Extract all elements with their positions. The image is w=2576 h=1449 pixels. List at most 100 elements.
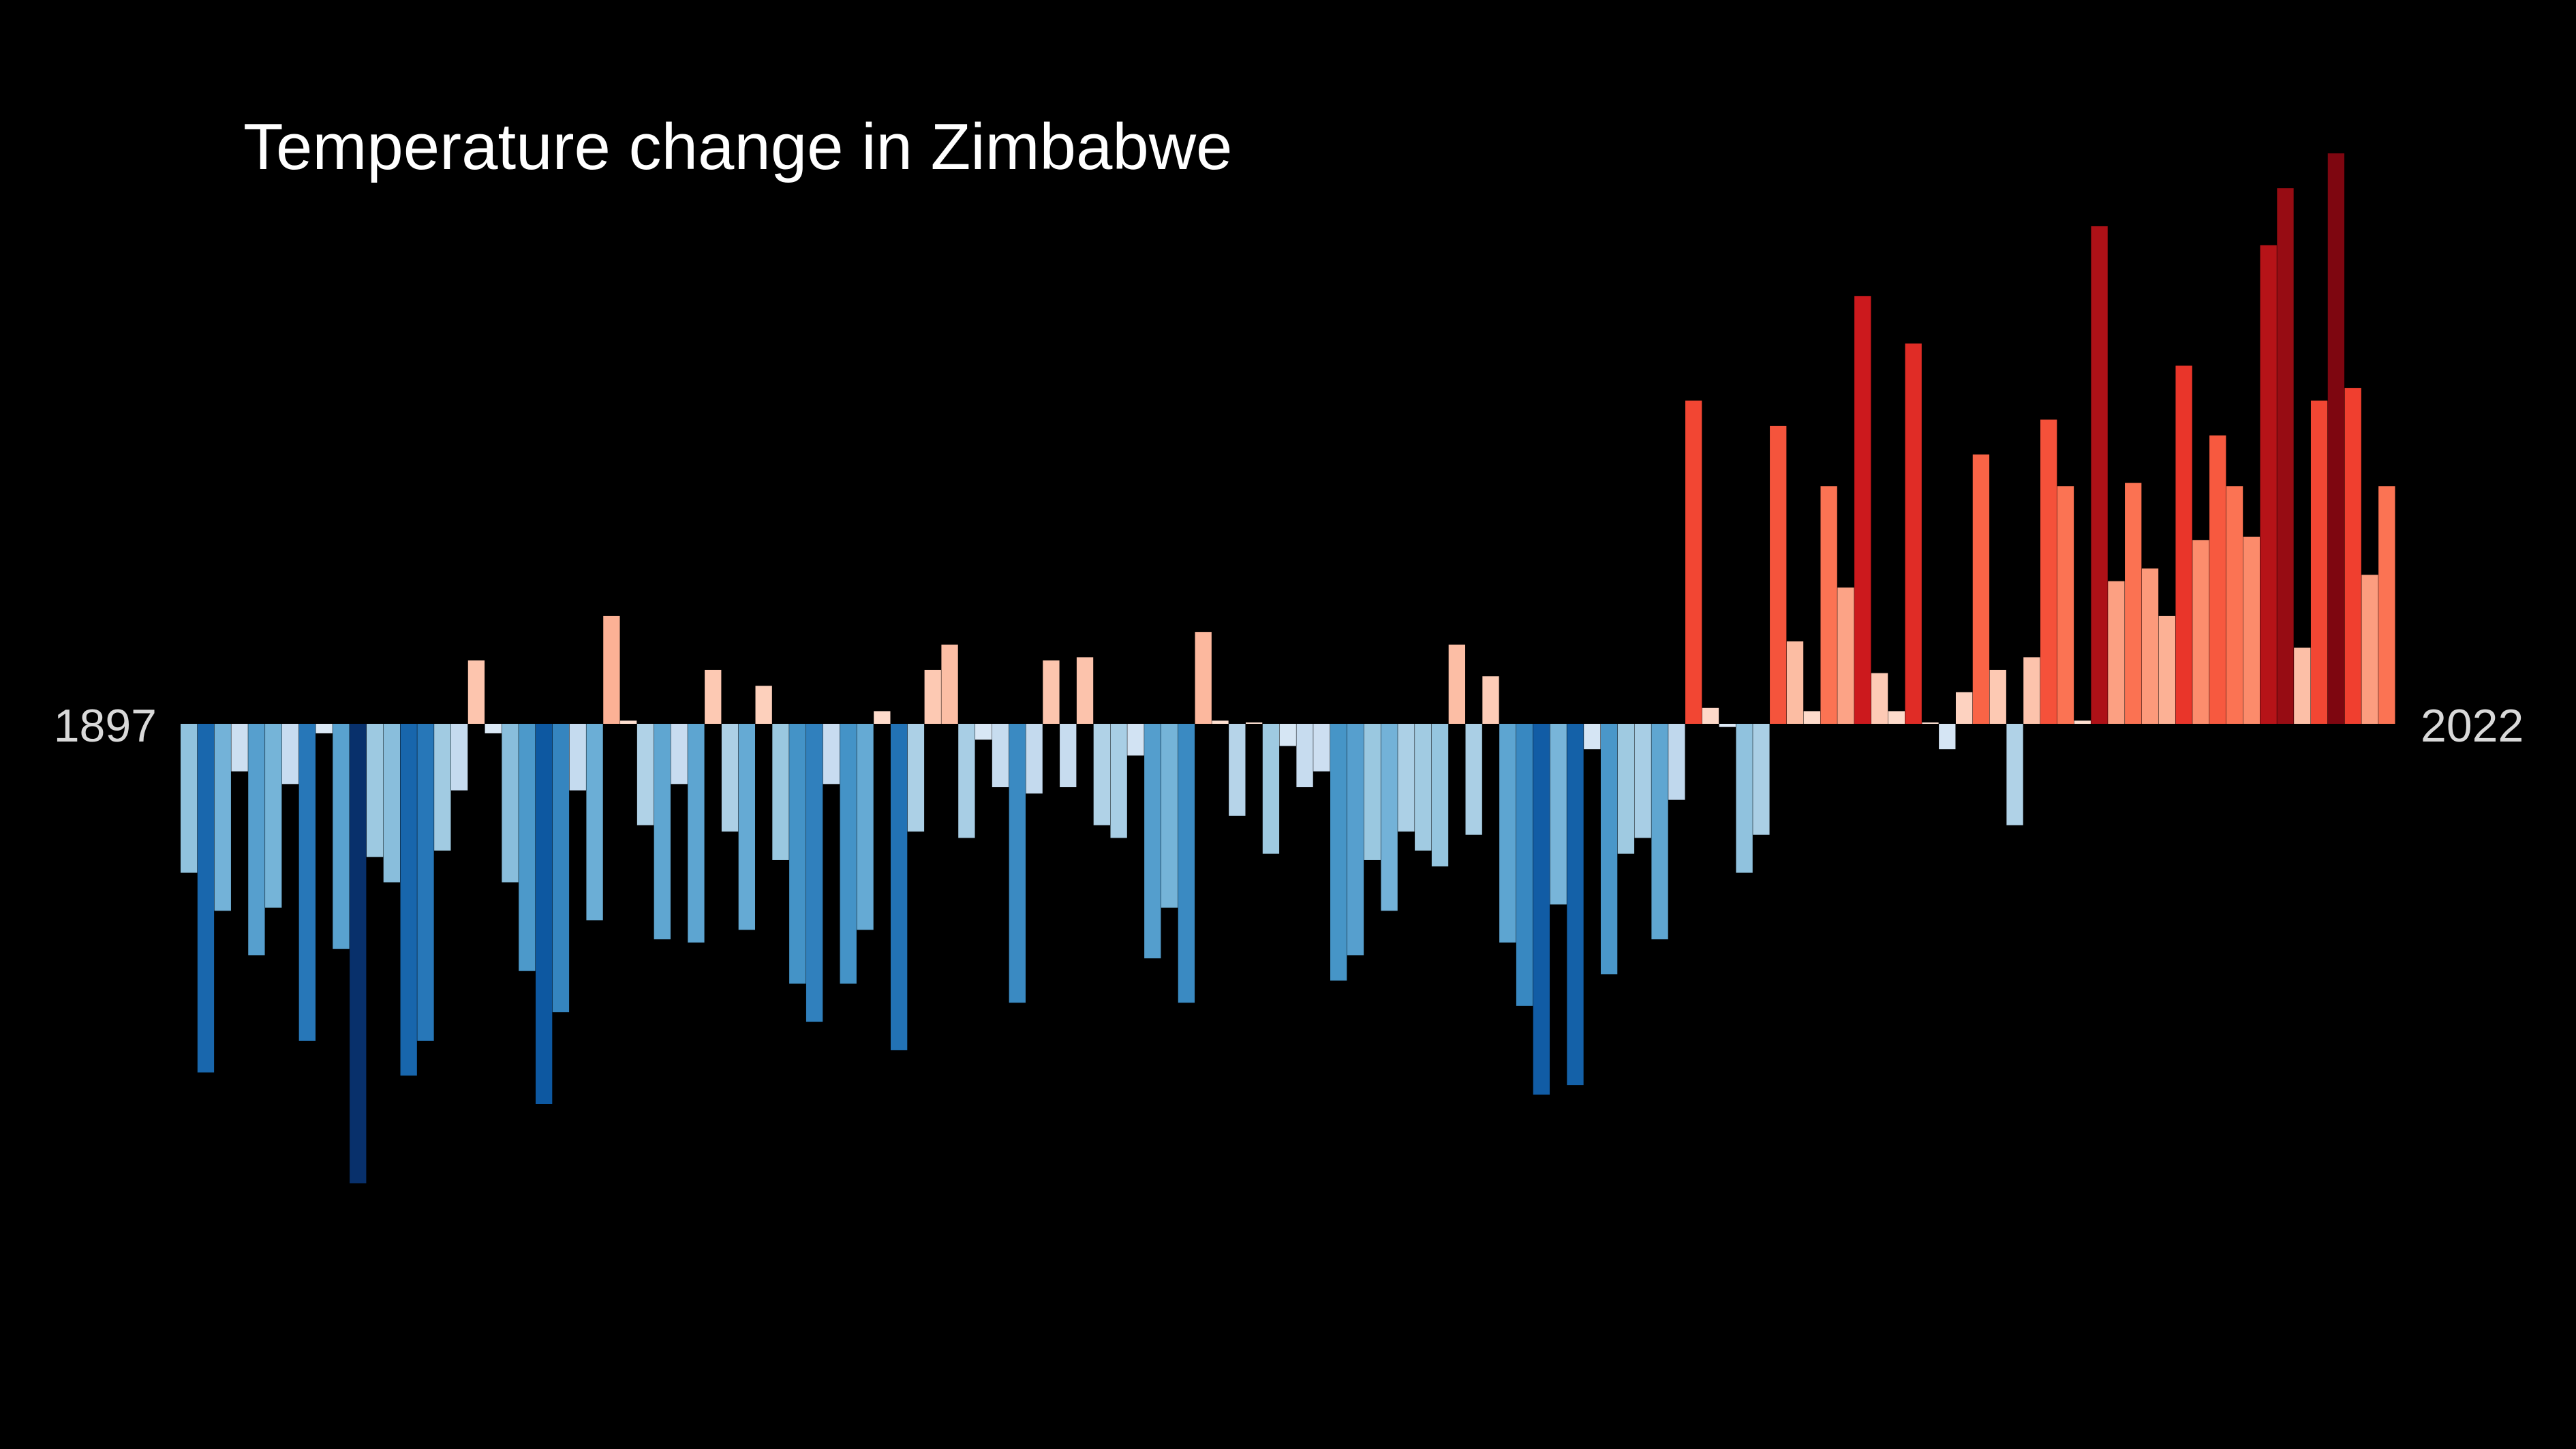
- bar-1969: [1398, 724, 1415, 832]
- bar-1953: [1127, 724, 1144, 756]
- bar-1939: [890, 724, 908, 1050]
- bar-1965: [1330, 724, 1347, 981]
- bar-1958: [1212, 720, 1229, 724]
- bar-1909: [383, 724, 401, 883]
- bar-1982: [1617, 724, 1635, 854]
- bar-1927: [688, 724, 705, 943]
- bar-1977: [1533, 724, 1550, 1095]
- bar-1966: [1347, 724, 1364, 956]
- bar-2017: [2209, 435, 2226, 724]
- bar-1964: [1313, 724, 1330, 772]
- bar-1916: [502, 724, 519, 883]
- bar-2006: [2023, 657, 2040, 724]
- bar-1976: [1516, 724, 1533, 1006]
- bar-2004: [1989, 669, 2006, 724]
- bar-1949: [1060, 724, 1077, 787]
- bar-1940: [907, 724, 925, 832]
- bar-1995: [1837, 588, 1854, 724]
- bar-1913: [450, 724, 468, 791]
- bar-1952: [1110, 724, 1127, 838]
- bar-2021: [2277, 188, 2294, 724]
- bar-2027: [2378, 486, 2395, 724]
- bar-1900: [231, 724, 248, 772]
- bar-1990: [1753, 724, 1770, 835]
- bar-2011: [2108, 581, 2125, 724]
- bar-1922: [603, 615, 620, 724]
- bar-1972: [1448, 644, 1465, 724]
- bar-1996: [1854, 296, 1871, 724]
- bar-1954: [1144, 724, 1161, 959]
- end-year-label: 2022: [2421, 700, 2524, 752]
- bar-2026: [2361, 575, 2378, 724]
- bar-1988: [1719, 724, 1736, 727]
- bar-1989: [1736, 724, 1753, 873]
- bar-1945: [992, 724, 1009, 787]
- bar-2002: [1955, 692, 1973, 724]
- bar-1901: [248, 724, 265, 956]
- bar-2015: [2175, 365, 2192, 724]
- bar-1948: [1043, 660, 1060, 724]
- bar-1924: [637, 724, 654, 825]
- bar-2022: [2294, 647, 2311, 724]
- bar-1950: [1076, 657, 1094, 724]
- start-year-label: 1897: [54, 700, 157, 752]
- bar-1902: [265, 724, 282, 908]
- bar-1947: [1026, 724, 1043, 794]
- bar-2007: [2040, 419, 2057, 724]
- bar-1998: [1888, 711, 1905, 724]
- bar-1923: [620, 720, 637, 724]
- bar-2013: [2141, 568, 2159, 724]
- bar-1903: [281, 724, 299, 784]
- bar-1978: [1550, 724, 1567, 905]
- bar-2010: [2091, 226, 2108, 724]
- bar-1928: [705, 669, 722, 724]
- bar-1934: [806, 724, 823, 1022]
- bar-2005: [2006, 724, 2023, 825]
- bar-1970: [1415, 724, 1432, 851]
- bar-1915: [485, 724, 502, 733]
- bar-1974: [1482, 676, 1499, 724]
- bar-1961: [1262, 724, 1280, 854]
- bar-1943: [958, 724, 975, 838]
- bar-1921: [586, 724, 603, 921]
- bar-1960: [1245, 722, 1263, 724]
- bar-1993: [1803, 711, 1820, 724]
- bar-1971: [1431, 724, 1449, 867]
- bar-1938: [874, 711, 891, 724]
- bar-2003: [1972, 454, 1990, 724]
- bar-1912: [434, 724, 451, 851]
- bar-1935: [823, 724, 840, 784]
- bar-2018: [2226, 486, 2243, 724]
- bar-1984: [1651, 724, 1668, 940]
- bar-1946: [1009, 724, 1026, 1003]
- bar-1897: [181, 724, 198, 873]
- bar-1926: [671, 724, 688, 784]
- bar-1919: [552, 724, 570, 1013]
- bar-1907: [350, 724, 367, 1184]
- bar-1980: [1584, 724, 1601, 750]
- bar-1981: [1600, 724, 1618, 975]
- bar-1992: [1786, 641, 1804, 724]
- bar-1973: [1465, 724, 1482, 835]
- bar-1941: [924, 669, 941, 724]
- bar-1959: [1229, 724, 1246, 816]
- bar-2024: [2327, 153, 2345, 724]
- bar-1979: [1567, 724, 1584, 1086]
- bar-2019: [2243, 536, 2260, 724]
- bar-2012: [2125, 483, 2142, 724]
- bar-2001: [1939, 724, 1956, 750]
- bar-1994: [1820, 486, 1837, 724]
- bar-1963: [1296, 724, 1313, 787]
- bar-1944: [975, 724, 992, 740]
- bar-1942: [941, 644, 958, 724]
- chart-title: Temperature change in Zimbabwe: [243, 110, 1232, 183]
- bar-1991: [1770, 425, 1787, 724]
- bar-1911: [417, 724, 434, 1041]
- bar-1931: [755, 686, 772, 724]
- bar-1997: [1871, 673, 1888, 724]
- bar-1955: [1161, 724, 1178, 908]
- bar-1904: [298, 724, 316, 1041]
- bar-group: [181, 153, 2395, 1184]
